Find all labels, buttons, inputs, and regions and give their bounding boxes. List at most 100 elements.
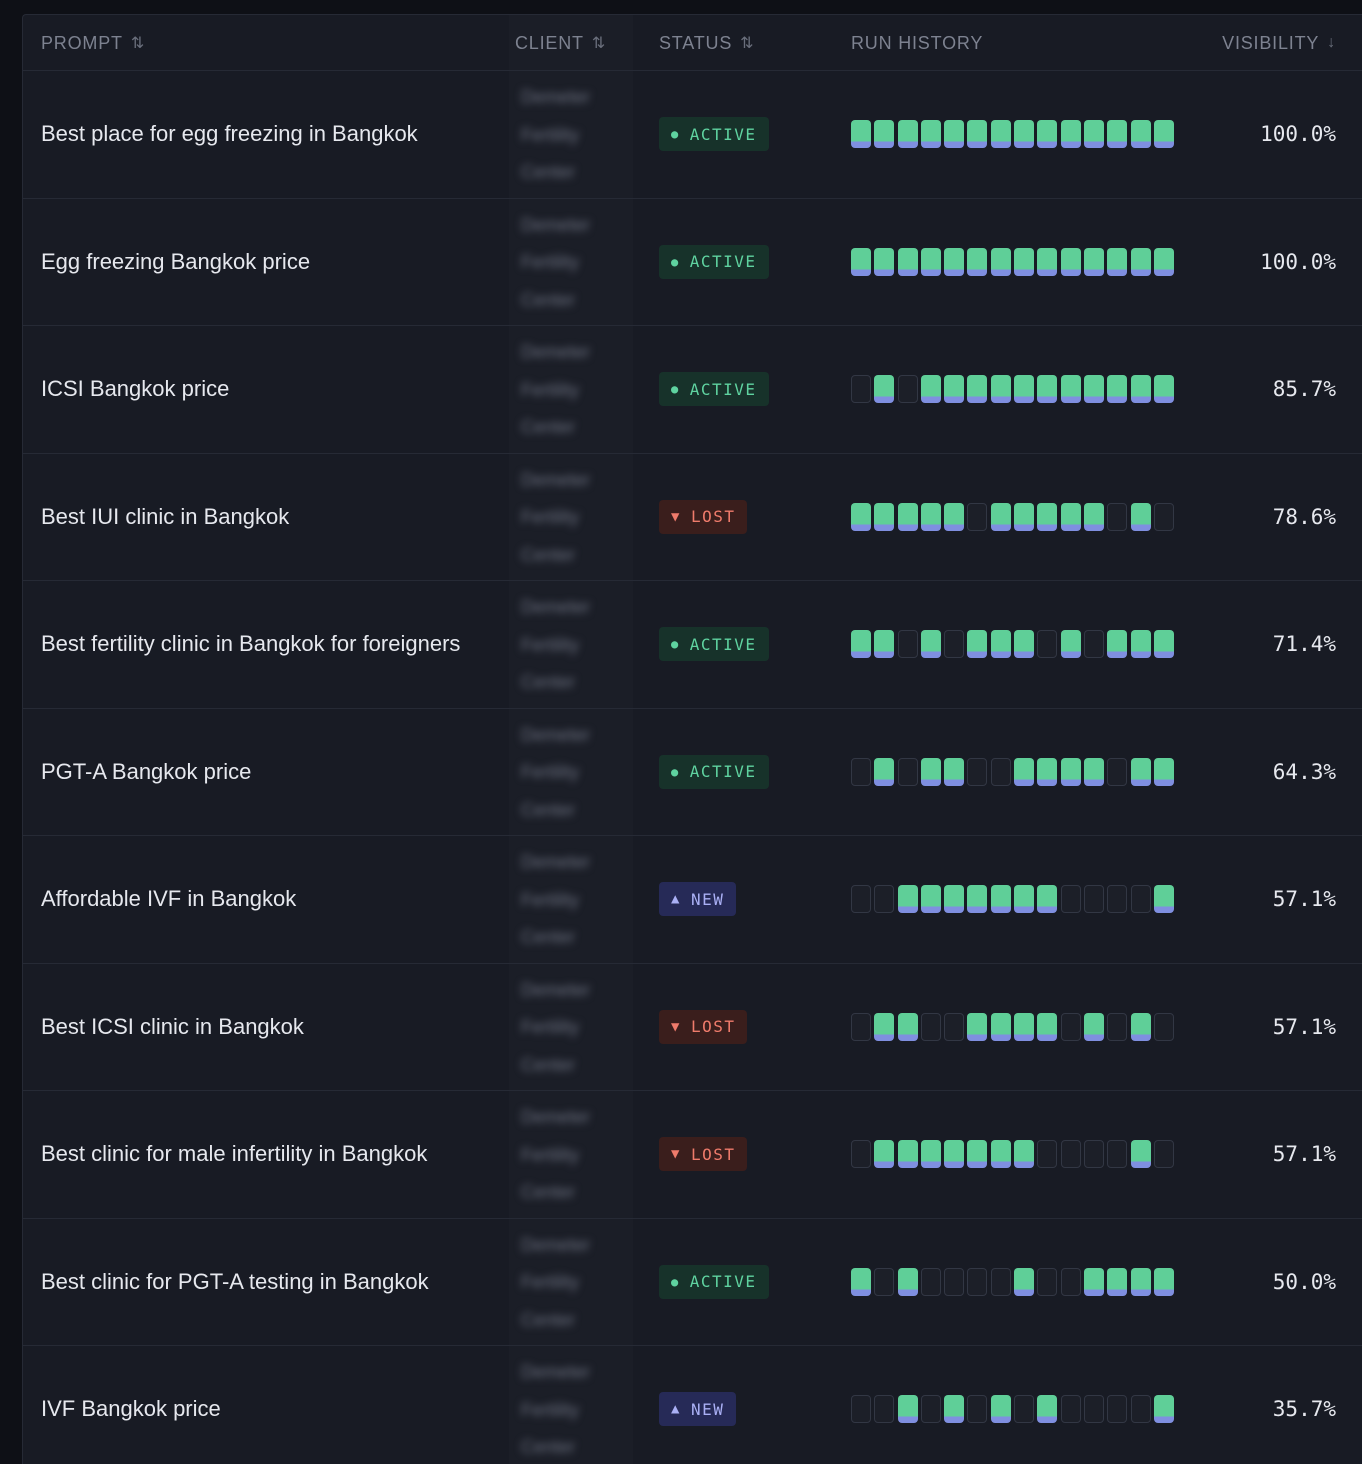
run-missing-cell[interactable] (1060, 1140, 1081, 1169)
run-visible-cell[interactable] (944, 502, 965, 531)
run-missing-cell[interactable] (944, 1267, 965, 1296)
run-visible-cell[interactable] (920, 885, 941, 914)
table-row[interactable]: Best clinic for PGT-A testing in Bangkok… (23, 1219, 1362, 1346)
run-visible-cell[interactable] (1060, 120, 1081, 149)
table-row[interactable]: ICSI Bangkok price Demeter Fertility Center… (23, 326, 1362, 454)
run-missing-cell[interactable] (1037, 1140, 1058, 1169)
run-missing-cell[interactable] (1107, 1140, 1128, 1169)
run-missing-cell[interactable] (1037, 1267, 1058, 1296)
sort-icon[interactable]: ⇅ (740, 35, 755, 52)
run-visible-cell[interactable] (1060, 502, 1081, 531)
sort-icon[interactable]: ⇅ (591, 35, 607, 52)
run-visible-cell[interactable] (1014, 120, 1035, 149)
run-missing-cell[interactable] (1153, 502, 1174, 531)
run-visible-cell[interactable] (874, 1012, 895, 1041)
run-visible-cell[interactable] (1014, 375, 1035, 404)
run-visible-cell[interactable] (851, 630, 871, 659)
run-visible-cell[interactable] (1153, 247, 1174, 276)
run-missing-cell[interactable] (851, 375, 871, 404)
run-missing-cell[interactable] (1083, 1140, 1104, 1169)
run-visible-cell[interactable] (1083, 502, 1104, 531)
run-missing-cell[interactable] (990, 757, 1011, 786)
run-visible-cell[interactable] (897, 1140, 918, 1169)
run-visible-cell[interactable] (851, 120, 871, 149)
run-visible-cell[interactable] (967, 1012, 988, 1041)
run-visible-cell[interactable] (920, 630, 941, 659)
run-visible-cell[interactable] (897, 502, 918, 531)
run-visible-cell[interactable] (1014, 757, 1035, 786)
run-missing-cell[interactable] (1083, 630, 1104, 659)
table-row[interactable]: Best clinic for male infertility in Bang… (23, 1091, 1362, 1219)
run-visible-cell[interactable] (990, 375, 1011, 404)
run-missing-cell[interactable] (1037, 630, 1058, 659)
run-visible-cell[interactable] (990, 1140, 1011, 1169)
run-visible-cell[interactable] (1107, 120, 1128, 149)
run-missing-cell[interactable] (920, 1012, 941, 1041)
run-visible-cell[interactable] (967, 1140, 988, 1169)
run-visible-cell[interactable] (1014, 885, 1035, 914)
run-visible-cell[interactable] (874, 757, 895, 786)
run-visible-cell[interactable] (920, 1140, 941, 1169)
run-visible-cell[interactable] (874, 630, 895, 659)
run-missing-cell[interactable] (1014, 1395, 1035, 1424)
run-visible-cell[interactable] (897, 247, 918, 276)
run-visible-cell[interactable] (1107, 630, 1128, 659)
run-visible-cell[interactable] (1130, 757, 1151, 786)
run-missing-cell[interactable] (897, 375, 918, 404)
run-missing-cell[interactable] (1153, 1012, 1174, 1041)
run-visible-cell[interactable] (1083, 247, 1104, 276)
run-visible-cell[interactable] (1037, 885, 1058, 914)
run-missing-cell[interactable] (1060, 1395, 1081, 1424)
sort-desc-icon[interactable]: ↓ (1327, 34, 1336, 51)
run-visible-cell[interactable] (1014, 1140, 1035, 1169)
run-visible-cell[interactable] (944, 247, 965, 276)
run-visible-cell[interactable] (944, 1395, 965, 1424)
run-visible-cell[interactable] (851, 247, 871, 276)
run-visible-cell[interactable] (944, 757, 965, 786)
run-visible-cell[interactable] (990, 502, 1011, 531)
run-visible-cell[interactable] (1130, 1012, 1151, 1041)
run-missing-cell[interactable] (874, 885, 895, 914)
run-visible-cell[interactable] (1060, 247, 1081, 276)
run-missing-cell[interactable] (1153, 1140, 1174, 1169)
run-visible-cell[interactable] (1130, 1140, 1151, 1169)
run-visible-cell[interactable] (897, 1395, 918, 1424)
run-missing-cell[interactable] (874, 1267, 895, 1296)
run-visible-cell[interactable] (1153, 757, 1174, 786)
run-missing-cell[interactable] (897, 630, 918, 659)
run-visible-cell[interactable] (990, 630, 1011, 659)
run-visible-cell[interactable] (967, 375, 988, 404)
column-header-client[interactable]: CLIENT ⇅ (515, 32, 607, 53)
run-visible-cell[interactable] (1083, 1267, 1104, 1296)
run-visible-cell[interactable] (1060, 630, 1081, 659)
run-visible-cell[interactable] (1014, 1267, 1035, 1296)
table-row[interactable]: PGT-A Bangkok price Demeter Fertility Cente… (23, 709, 1362, 836)
run-visible-cell[interactable] (967, 885, 988, 914)
run-visible-cell[interactable] (967, 630, 988, 659)
run-visible-cell[interactable] (897, 1012, 918, 1041)
run-visible-cell[interactable] (1153, 375, 1174, 404)
run-missing-cell[interactable] (1130, 1395, 1151, 1424)
run-missing-cell[interactable] (851, 757, 871, 786)
table-row[interactable]: Affordable IVF in Bangkok Demeter Fertilit… (23, 836, 1362, 964)
run-missing-cell[interactable] (851, 885, 871, 914)
run-visible-cell[interactable] (990, 247, 1011, 276)
run-visible-cell[interactable] (874, 247, 895, 276)
run-visible-cell[interactable] (944, 885, 965, 914)
run-missing-cell[interactable] (1060, 885, 1081, 914)
prompt-text[interactable]: Egg freezing Bangkok price (41, 248, 311, 274)
run-visible-cell[interactable] (990, 120, 1011, 149)
run-visible-cell[interactable] (920, 120, 941, 149)
run-missing-cell[interactable] (874, 1395, 895, 1424)
run-missing-cell[interactable] (851, 1012, 871, 1041)
run-visible-cell[interactable] (851, 502, 871, 531)
run-visible-cell[interactable] (944, 1140, 965, 1169)
run-visible-cell[interactable] (944, 120, 965, 149)
run-visible-cell[interactable] (874, 502, 895, 531)
run-missing-cell[interactable] (944, 630, 965, 659)
run-visible-cell[interactable] (874, 120, 895, 149)
run-missing-cell[interactable] (967, 502, 988, 531)
run-visible-cell[interactable] (1130, 630, 1151, 659)
run-missing-cell[interactable] (1060, 1012, 1081, 1041)
run-visible-cell[interactable] (1037, 502, 1058, 531)
